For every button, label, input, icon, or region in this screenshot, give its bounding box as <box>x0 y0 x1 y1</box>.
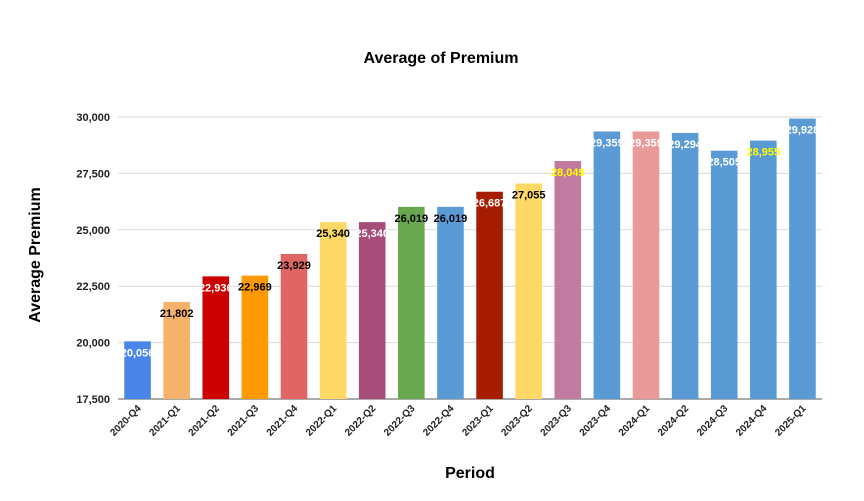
bar <box>554 161 582 399</box>
x-tick-label: 2021-Q1 <box>147 403 183 439</box>
data-label: 22,936 <box>199 282 233 294</box>
data-label: 26,019 <box>395 213 429 225</box>
bar <box>515 183 542 399</box>
data-label: 29,359 <box>629 137 663 149</box>
bar <box>358 222 386 399</box>
y-axis-title: Average Premium <box>27 187 44 322</box>
x-tick-label: 2024-Q2 <box>656 403 692 439</box>
x-tick-label: 2022-Q2 <box>343 403 379 439</box>
bar <box>437 206 464 399</box>
y-axis-ticks: 17,500 20,000 22,500 25,000 27,500 30,000 <box>76 112 110 406</box>
x-tick-label: 2021-Q2 <box>187 403 223 439</box>
x-tick-label: 2022-Q4 <box>421 403 457 439</box>
x-tick-label: 2023-Q2 <box>499 403 535 439</box>
data-label: 29,928 <box>786 125 820 137</box>
y-tick-label: 27,500 <box>76 168 110 180</box>
x-tick-label: 2023-Q1 <box>460 403 496 439</box>
data-label: 25,340 <box>316 228 350 240</box>
bar <box>319 222 347 399</box>
x-tick-label: 2024-Q4 <box>734 403 770 439</box>
chart-title: Average of Premium <box>363 50 518 67</box>
data-label: 21,802 <box>160 308 194 320</box>
data-label: 22,969 <box>238 282 272 294</box>
bar <box>398 206 425 399</box>
y-tick-label: 20,000 <box>76 338 110 350</box>
x-tick-label: 2023-Q4 <box>578 403 614 439</box>
data-label: 29,359 <box>590 137 624 149</box>
data-label: 25,340 <box>355 228 389 240</box>
x-tick-label: 2024-Q3 <box>695 403 731 439</box>
gridlines <box>118 116 822 400</box>
data-label: 26,687 <box>473 198 507 210</box>
x-axis-ticks: 2020-Q4 2021-Q1 2021-Q2 2021-Q3 2021-Q4 2022-… <box>108 403 808 439</box>
y-tick-label: 17,500 <box>76 394 110 406</box>
bar <box>593 131 621 400</box>
y-tick-label: 30,000 <box>76 112 110 124</box>
bar <box>710 150 738 399</box>
data-label: 27,055 <box>512 189 546 201</box>
y-tick-label: 25,000 <box>76 225 110 237</box>
data-label: 23,929 <box>277 260 311 272</box>
x-axis-title: Period <box>445 465 495 482</box>
x-tick-label: 2021-Q4 <box>265 403 301 439</box>
data-label: 28,955 <box>747 147 781 159</box>
x-tick-label: 2022-Q3 <box>382 403 418 439</box>
bar <box>632 131 660 400</box>
bar <box>202 276 230 399</box>
x-tick-label: 2023-Q3 <box>539 403 575 439</box>
data-labels: 20,056 21,802 22,936 22,969 23,929 25,340 25,3… <box>121 125 820 360</box>
data-label: 29,294 <box>668 139 703 151</box>
x-tick-label: 2021-Q3 <box>226 403 262 439</box>
data-label: 20,056 <box>121 347 155 359</box>
bar <box>750 140 777 399</box>
bar <box>671 132 699 399</box>
bar <box>241 275 269 399</box>
bar <box>163 301 190 399</box>
bars <box>124 118 816 400</box>
x-tick-label: 2025-Q1 <box>773 403 809 439</box>
data-label: 28,505 <box>707 157 741 169</box>
bar <box>789 118 816 399</box>
bar <box>124 341 151 399</box>
x-tick-label: 2022-Q1 <box>304 403 340 439</box>
x-tick-label: 2024-Q1 <box>617 403 653 439</box>
x-tick-label: 2020-Q4 <box>108 403 144 439</box>
bar <box>280 253 308 399</box>
data-label: 26,019 <box>434 213 468 225</box>
data-label: 28,049 <box>551 167 585 179</box>
bar <box>476 191 503 399</box>
y-tick-label: 22,500 <box>76 281 110 293</box>
